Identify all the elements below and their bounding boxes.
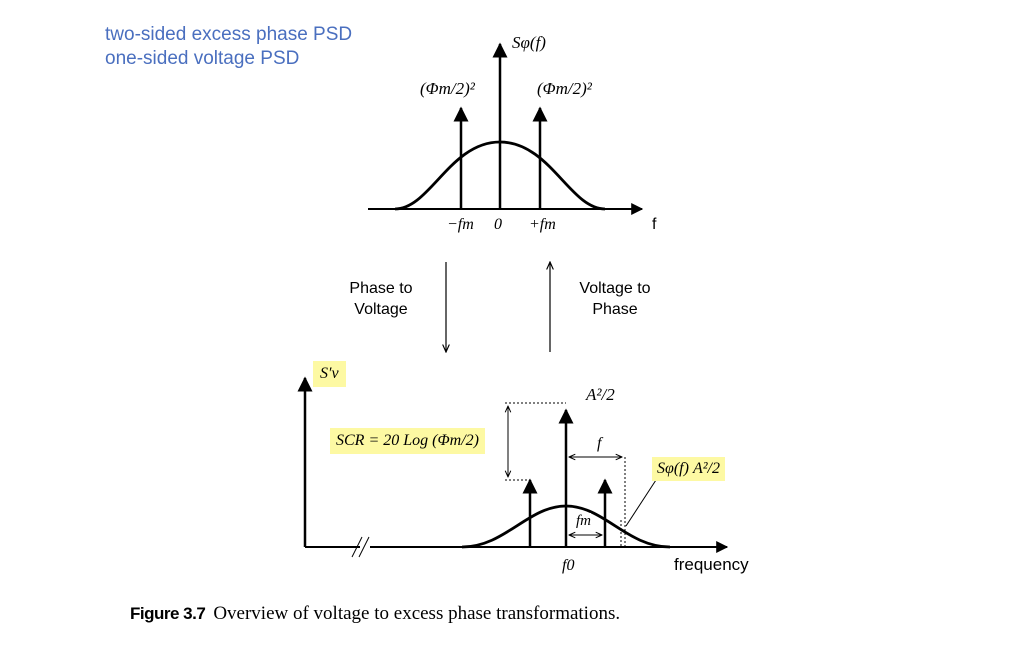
top-tick-zero: 0 xyxy=(494,216,502,233)
axis-break-mark-1 xyxy=(351,536,363,558)
bottom-y-axis-label: S′v xyxy=(313,361,346,387)
figure-number: Figure 3.7 xyxy=(130,604,206,623)
f0-label: f0 xyxy=(562,557,575,574)
top-tick-pos-fm: +fm xyxy=(529,216,556,233)
scr-equation-label: SCR = 20 Log (Φm/2) xyxy=(330,428,485,454)
fm-label: fm xyxy=(576,513,591,530)
phase-to-voltage-label: Phase to Voltage xyxy=(349,280,413,318)
noise-leader-line xyxy=(625,479,657,527)
bottom-x-axis-label: frequency xyxy=(674,555,749,574)
figure-caption-text: Overview of voltage to excess phase tran… xyxy=(213,603,621,624)
axis-break-mark-2 xyxy=(358,536,370,558)
top-tick-neg-fm: −fm xyxy=(447,216,474,233)
voltage-to-phase-label: Voltage to Phase xyxy=(579,280,651,318)
noise-psd-label: Sφ(f) A²/2 xyxy=(652,457,725,481)
top-right-impulse-label: (Φm/2)² xyxy=(537,79,592,98)
figure-caption: Figure 3.7 Overview of voltage to excess … xyxy=(130,603,620,625)
top-y-axis-label: Sφ(f) xyxy=(512,33,546,52)
top-left-impulse-label: (Φm/2)² xyxy=(420,79,475,98)
top-bell-curve xyxy=(394,140,606,211)
carrier-power-label: A²/2 xyxy=(586,385,615,404)
f-offset-label: f xyxy=(597,435,602,452)
legend-phase-psd: two-sided excess phase PSD xyxy=(105,24,353,45)
legend-voltage-psd: one-sided voltage PSD xyxy=(105,48,300,69)
top-x-axis-label: f xyxy=(652,216,657,233)
